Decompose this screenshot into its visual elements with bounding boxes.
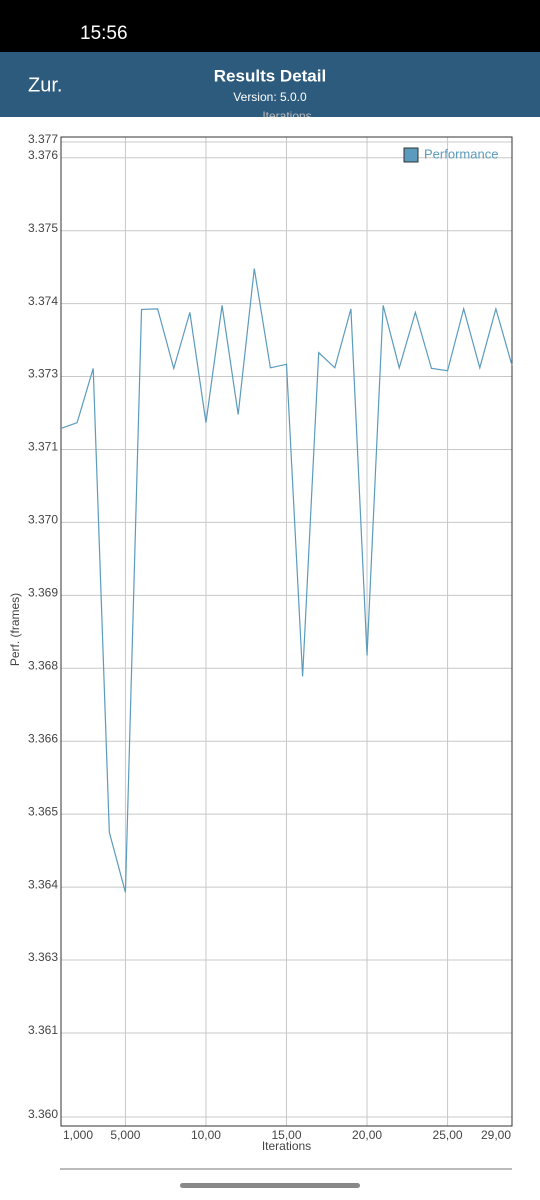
x-tick-label: 1,000 [63,1128,93,1142]
x-tick-label: 15,00 [271,1128,301,1142]
clip-mask [0,117,540,121]
y-tick-label: 3.363 [28,950,58,964]
y-tick-label: 3.361 [28,1023,58,1037]
data-line [60,268,513,893]
x-tick-label: 5,000 [110,1128,140,1142]
y-tick-label: 3.368 [28,658,58,672]
app-bar [0,52,540,117]
y-tick-label: 3.366 [28,731,58,745]
y-tick-label: 3.374 [28,294,58,308]
y-tick-label: 3.364 [28,877,58,891]
y-tick-label: 3.371 [28,440,58,454]
status-bar [0,0,540,52]
status-time: 15:56 [80,23,128,44]
y-tick-label: 3.365 [28,804,58,818]
app-subtitle: Version: 5.0.0 [233,90,307,104]
legend-swatch [403,147,419,163]
back-button[interactable]: Zur. [28,74,62,96]
y-tick-label: 3.369 [28,586,58,600]
x-tick-label: 20,00 [352,1128,382,1142]
x-tick-label: 25,00 [433,1128,463,1142]
y-tick-label: 3.376 [28,148,58,162]
x-axis-label: Iterations [262,1139,311,1153]
app-title: Results Detail [214,66,326,85]
legend-label: Performance [424,146,498,161]
x-tick-label: 10,00 [191,1128,221,1142]
clipped-label: Iterations [262,109,311,123]
nav-handle [180,1183,360,1188]
y-tick-label: 3.370 [28,513,58,527]
y-tick-label: 3.360 [28,1107,58,1121]
y-tick-label: 3.375 [28,221,58,235]
y-axis-label: Perf. (frames) [8,593,22,666]
y-tick-label: 3.377 [28,132,58,146]
plot-border [60,136,513,1127]
x-tick-label: 29,00 [481,1128,511,1142]
y-tick-label: 3.373 [28,367,58,381]
